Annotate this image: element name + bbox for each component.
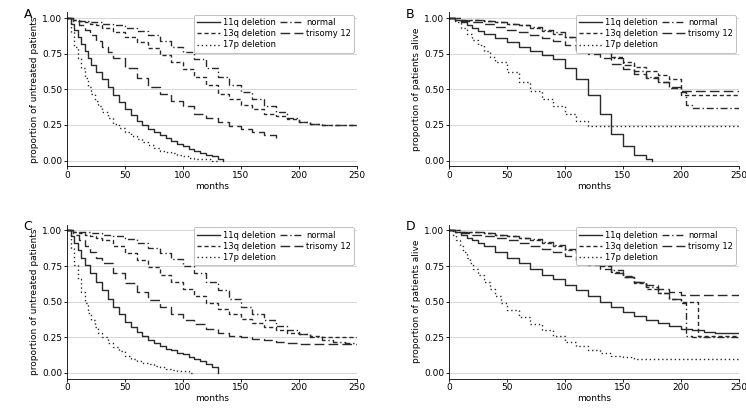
Text: D: D bbox=[406, 220, 416, 233]
X-axis label: months: months bbox=[577, 181, 611, 191]
Legend: 11q deletion, 13q deletion, 17p deletion, normal, trisomy 12, : 11q deletion, 13q deletion, 17p deletion… bbox=[194, 227, 354, 265]
X-axis label: months: months bbox=[577, 394, 611, 403]
Legend: 11q deletion, 13q deletion, 17p deletion, normal, trisomy 12, : 11q deletion, 13q deletion, 17p deletion… bbox=[576, 227, 736, 265]
X-axis label: months: months bbox=[195, 394, 229, 403]
Y-axis label: proportion of patients alive: proportion of patients alive bbox=[413, 240, 421, 364]
Y-axis label: proportion of patients alive: proportion of patients alive bbox=[413, 27, 421, 151]
Y-axis label: proportion of untreated patients: proportion of untreated patients bbox=[31, 16, 40, 163]
Legend: 11q deletion, 13q deletion, 17p deletion, normal, trisomy 12, : 11q deletion, 13q deletion, 17p deletion… bbox=[576, 15, 736, 53]
Legend: 11q deletion, 13q deletion, 17p deletion, normal, trisomy 12, : 11q deletion, 13q deletion, 17p deletion… bbox=[194, 15, 354, 53]
X-axis label: months: months bbox=[195, 181, 229, 191]
Y-axis label: proportion of untreated patients: proportion of untreated patients bbox=[31, 228, 40, 375]
Text: B: B bbox=[406, 8, 414, 21]
Text: A: A bbox=[24, 8, 32, 21]
Text: C: C bbox=[24, 220, 33, 233]
